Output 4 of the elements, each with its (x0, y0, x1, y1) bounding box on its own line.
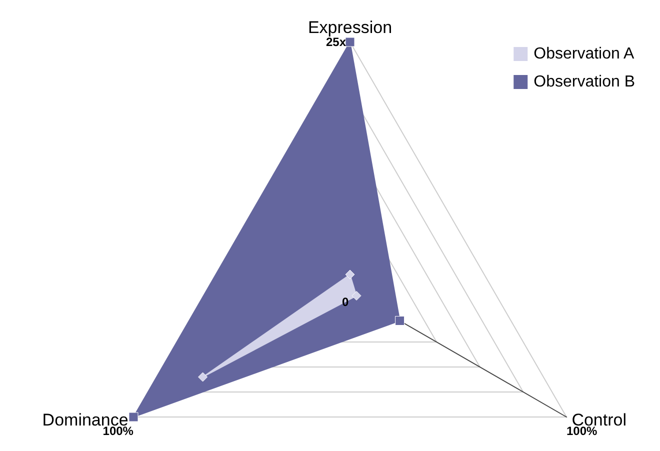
legend-label: Observation A (534, 46, 634, 62)
spoke-label: Expression (308, 18, 392, 37)
text: 25x (326, 35, 346, 49)
legend-label: Observation B (534, 74, 636, 90)
